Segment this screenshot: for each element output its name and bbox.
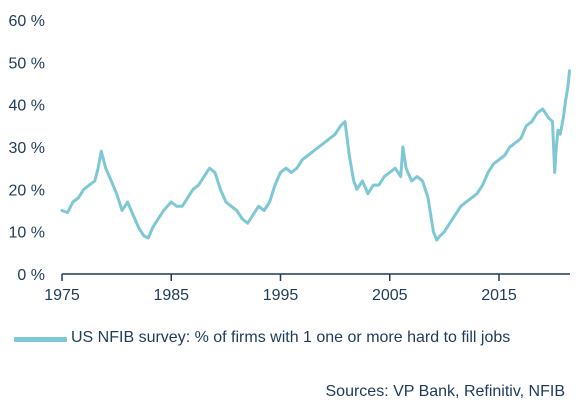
series-line [60, 69, 571, 242]
x-axis: 1975 1985 1995 2005 2015 [44, 273, 570, 304]
y-tick-label: 30 % [9, 140, 45, 157]
x-tick-label: 2015 [481, 287, 517, 304]
legend-label: US NFIB survey: % of firms with 1 one or… [71, 329, 511, 346]
series-layer [60, 69, 571, 242]
line-chart: 0 % 10 % 20 % 30 % 40 % 50 % 60 % 1975 1985 1995… [9, 13, 571, 304]
y-tick-label: 60 % [9, 13, 45, 30]
x-tick-label: 1995 [263, 287, 299, 304]
legend-swatch [14, 337, 67, 342]
y-tick-label: 40 % [9, 98, 45, 115]
x-tick-label: 1985 [153, 287, 189, 304]
y-tick-label: 10 % [9, 225, 45, 242]
y-tick-label: 50 % [9, 55, 45, 72]
y-tick-label: 0 % [17, 267, 45, 284]
legend: US NFIB survey: % of firms with 1 one or… [14, 328, 534, 348]
y-tick-label: 20 % [9, 182, 45, 199]
x-tick-label: 2005 [372, 287, 408, 304]
y-axis-tick-labels: 0 % 10 % 20 % 30 % 40 % 50 % 60 % [9, 13, 45, 284]
x-tick-label: 1975 [44, 287, 80, 304]
source-note: Sources: VP Bank, Refinitiv, NFIB [325, 383, 566, 400]
